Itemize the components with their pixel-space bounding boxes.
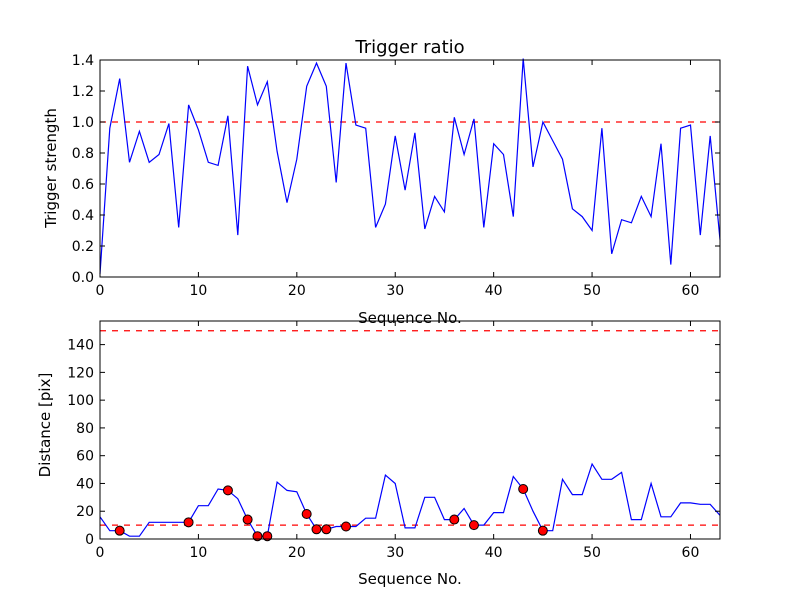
axes-frame [99, 59, 721, 278]
x-tick-label: 40 [485, 283, 503, 299]
y-tick-label: 80 [76, 421, 94, 437]
x-tick-label: 0 [96, 283, 105, 299]
data-point [114, 525, 125, 536]
y-tick-label: 0.2 [72, 239, 94, 255]
trigger-ratio-panel: Trigger ratio 0 10 20 30 40 50 600.00.20.40.60… [42, 37, 721, 327]
data-point [518, 484, 529, 495]
y-tick-label: 0.4 [72, 208, 94, 224]
x-axis-label: Sequence No. [358, 309, 462, 327]
x-tick-label: 30 [386, 545, 404, 561]
data-point [242, 514, 253, 525]
y-tick-label: 0.0 [72, 270, 94, 286]
x-tick-label: 50 [583, 545, 601, 561]
x-tick-label: 50 [583, 283, 601, 299]
y-axis-label: Trigger strength [42, 108, 60, 229]
data-point [449, 514, 460, 525]
distance-plot-area: 0 10 20 30 40 50 60 0 20 40 60 80 100 120 140 [67, 320, 721, 561]
data-point [537, 525, 548, 536]
trigger-plot-area: 0 10 20 30 40 50 60 0.0 0.2 0.4 0.6 0.8 1.0 1.2 1.4 [72, 53, 721, 299]
x-tick-label: 0 [96, 545, 105, 561]
data-point [222, 485, 233, 496]
data-line [99, 462, 721, 537]
data-point [341, 521, 352, 532]
data-point [301, 509, 312, 520]
x-axis-label: Sequence No. [358, 570, 462, 588]
data-point [183, 517, 194, 528]
y-tick-label: 0 [85, 532, 94, 548]
x-tick-label: 10 [189, 283, 207, 299]
y-axis-label: Distance [pix] [36, 373, 54, 478]
y-tick-label: 100 [67, 393, 94, 409]
x-tick-label: 20 [288, 545, 306, 561]
x-tick-label: 60 [682, 545, 700, 561]
y-tick-label: 1.0 [72, 115, 94, 131]
data-point [311, 524, 322, 535]
x-tick-label: 20 [288, 283, 306, 299]
data-point [321, 524, 332, 535]
y-tick-label: 20 [76, 504, 94, 520]
y-tick-label: 1.2 [72, 84, 94, 100]
data-point [252, 531, 263, 542]
x-tick-label: 10 [189, 545, 207, 561]
x-tick-label: 30 [386, 283, 404, 299]
y-tick-label: 1.4 [72, 53, 94, 69]
chart-title: Trigger ratio [354, 37, 464, 58]
axes-frame [99, 320, 721, 540]
y-tick-label: 140 [67, 338, 94, 354]
y-tick-label: 40 [76, 476, 94, 492]
data-point [262, 531, 273, 542]
x-tick-label: 60 [682, 283, 700, 299]
y-tick-label: 60 [76, 449, 94, 465]
x-tick-label: 40 [485, 545, 503, 561]
distance-panel: 0 10 20 30 40 50 60 0 20 40 60 80 100 120 140 Sequence… [36, 320, 721, 588]
data-line [99, 58, 721, 274]
y-tick-label: 120 [67, 365, 94, 381]
y-tick-label: 0.6 [72, 177, 94, 193]
data-point [468, 520, 479, 531]
y-tick-label: 0.8 [72, 146, 94, 162]
